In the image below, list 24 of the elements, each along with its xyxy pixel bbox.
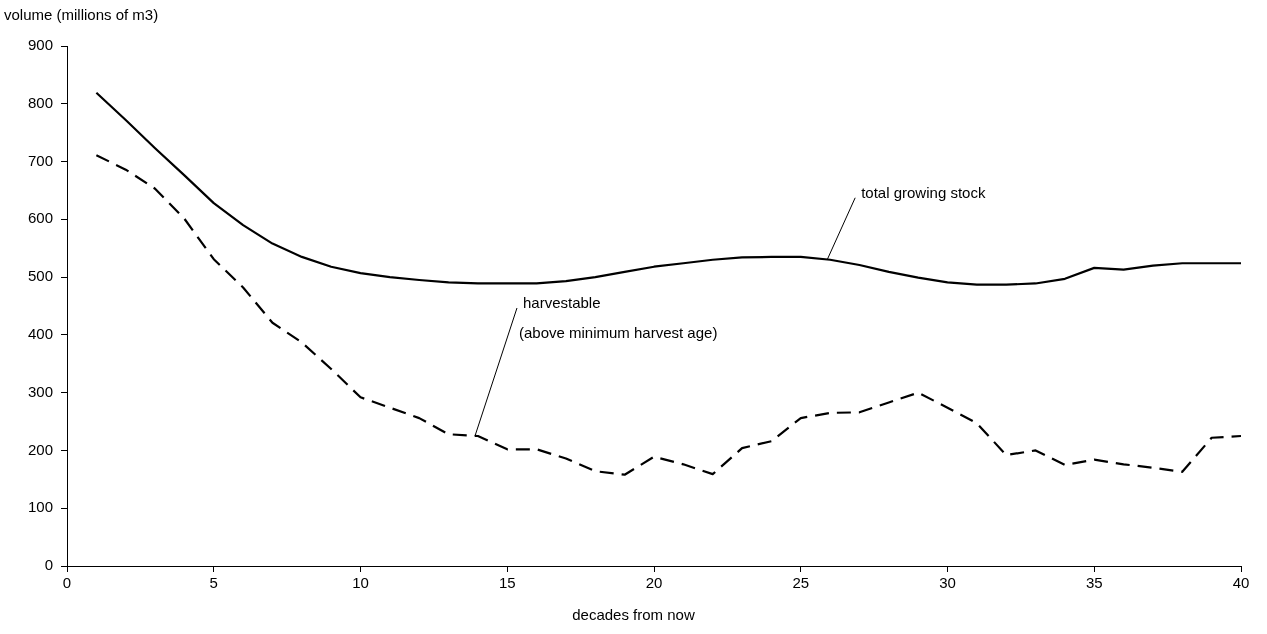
y-tick-label: 700 (28, 151, 54, 169)
annotation: harvestable (above minimum harvest age) (518, 294, 718, 342)
annotation: total growing stock (861, 183, 986, 201)
y-tick-label: 900 (28, 36, 54, 54)
y-tick-label: 0 (44, 556, 54, 574)
x-tick-label: 5 (209, 574, 218, 592)
x-tick-label: 30 (939, 574, 956, 592)
y-tick-label: 500 (28, 267, 54, 285)
x-axis-title: decades from now (571, 606, 696, 623)
line-series (95, 154, 1241, 476)
y-tick-label: 200 (28, 440, 54, 458)
x-tick-label: 25 (792, 574, 810, 592)
x-tick-label: 0 (62, 574, 72, 592)
y-tick-label: 400 (28, 325, 54, 343)
y-tick-label: 600 (28, 209, 54, 227)
x-tick-label: 20 (645, 574, 663, 592)
x-tick-label: 10 (352, 574, 369, 592)
x-tick-label: 35 (1085, 574, 1103, 592)
y-tick-label: 100 (28, 498, 54, 516)
y-tick-label: 800 (28, 93, 54, 111)
y-tick-label: 300 (28, 382, 54, 400)
y-axis-title: volume (millions of m3) (4, 6, 159, 23)
x-tick-label: 40 (1232, 574, 1250, 592)
x-tick-label: 15 (498, 574, 516, 592)
